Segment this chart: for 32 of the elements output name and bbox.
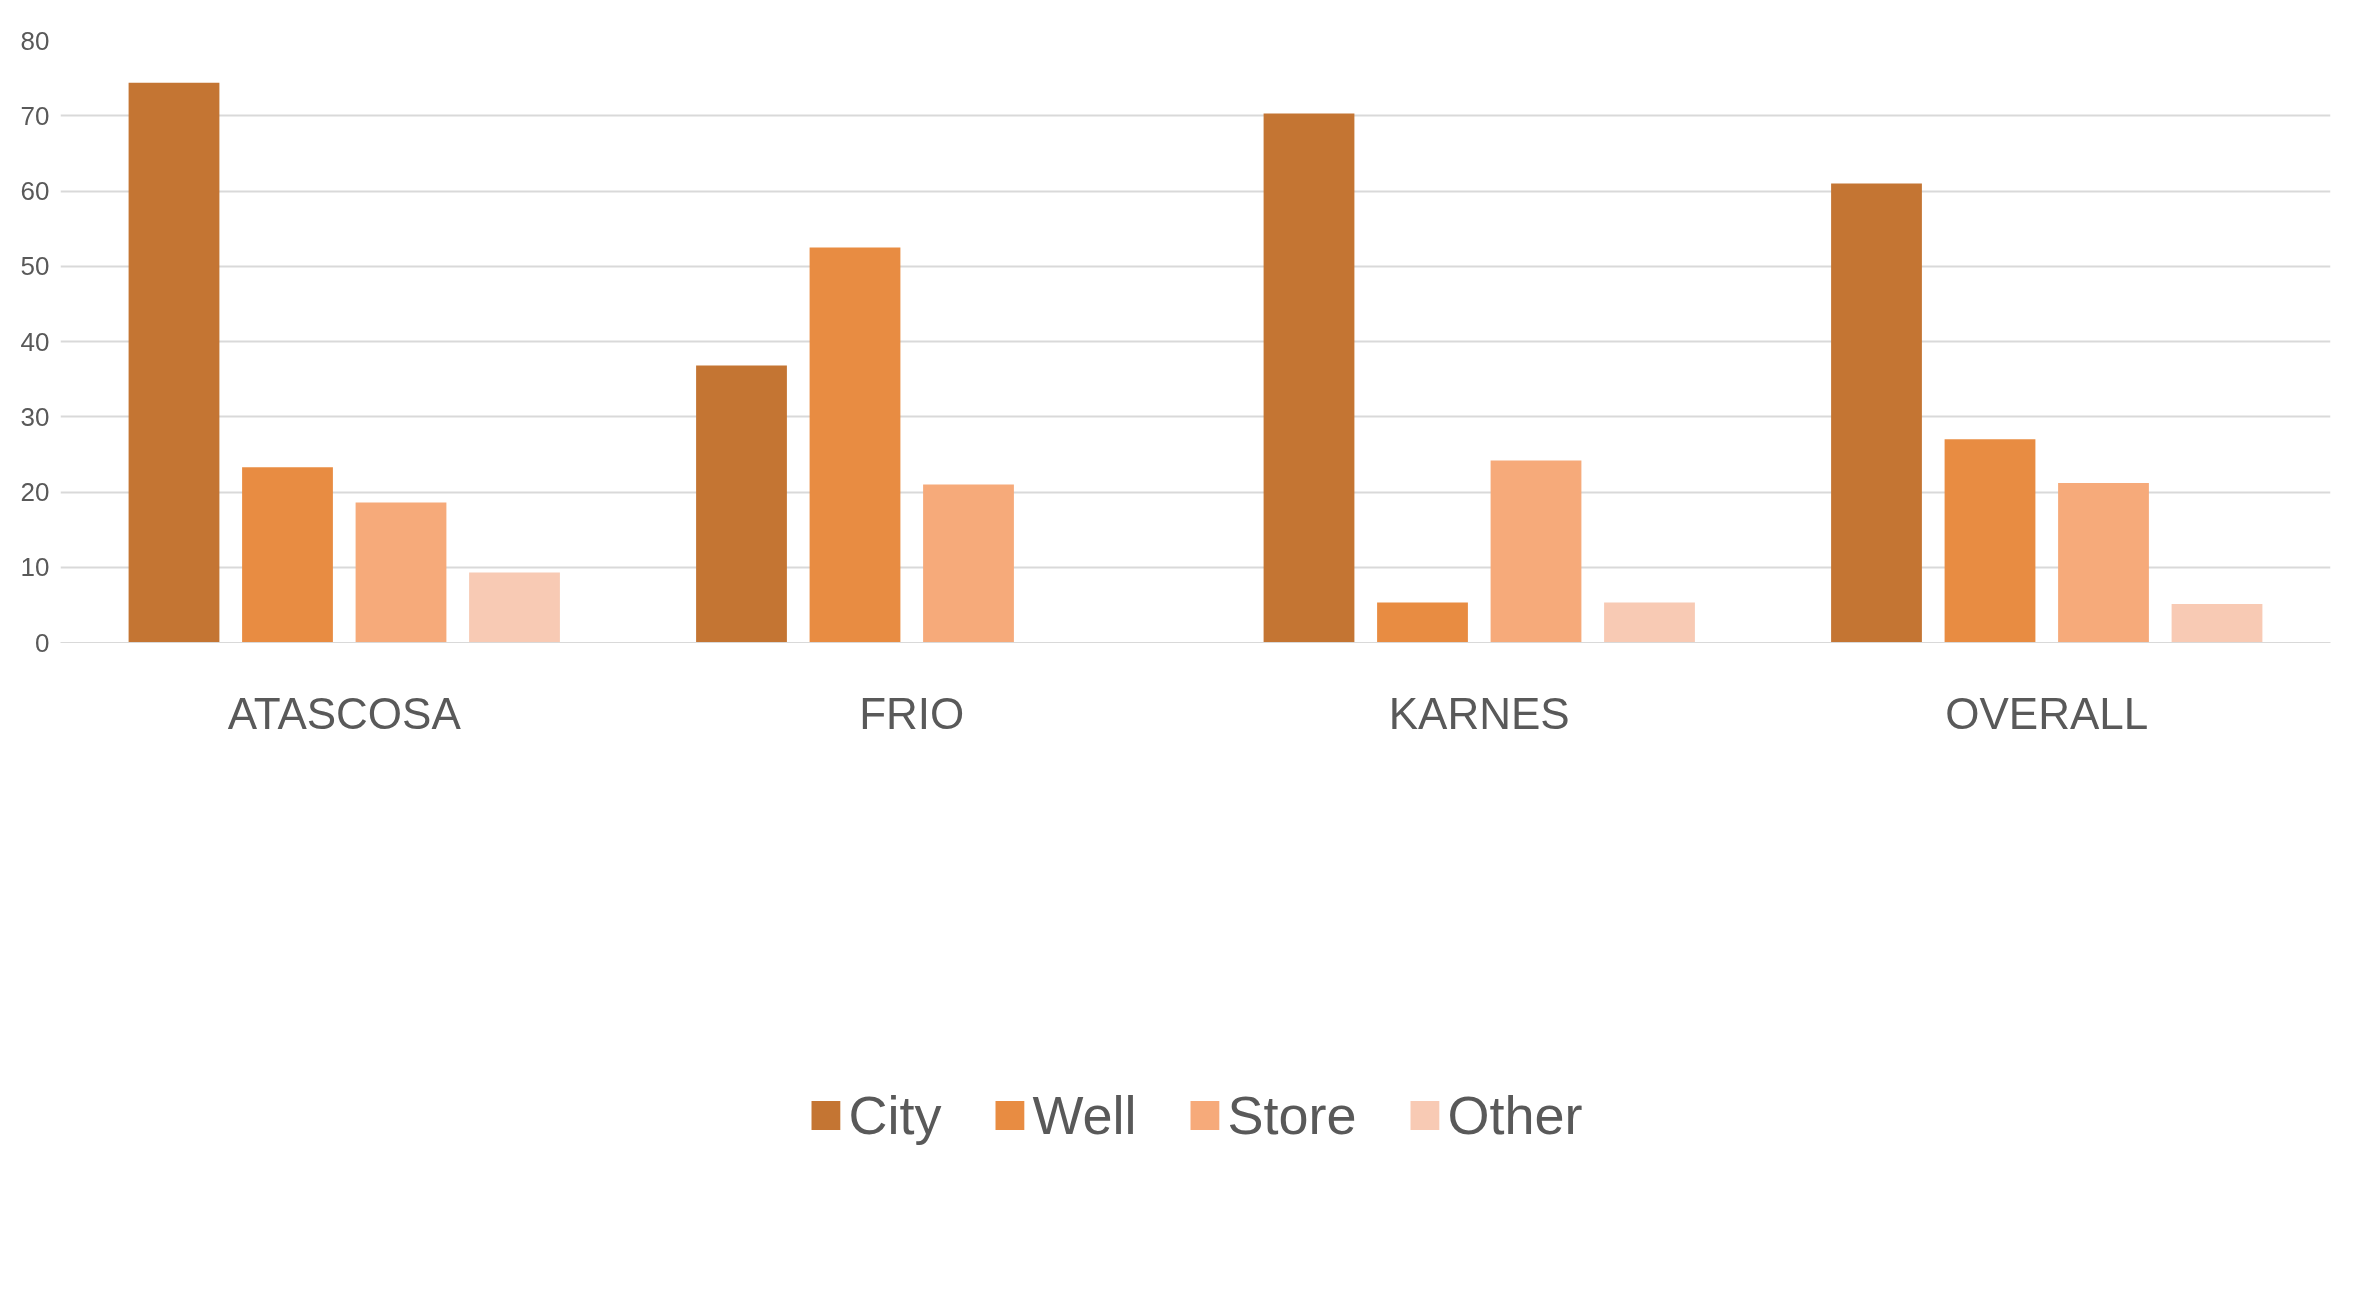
x-tick-label: ATASCOSA <box>227 688 462 738</box>
legend-label: Store <box>1227 1083 1357 1146</box>
x-tick-label: KARNES <box>1388 688 1570 738</box>
y-tick-label: 20 <box>20 477 50 507</box>
x-tick-label: FRIO <box>859 688 965 738</box>
bar <box>809 247 901 643</box>
y-tick-label: 80 <box>20 25 50 56</box>
y-tick-label: 60 <box>20 176 50 206</box>
y-tick-label: 40 <box>20 326 50 357</box>
bar <box>1604 602 1695 643</box>
bar <box>923 484 1014 643</box>
bar <box>1944 439 2036 643</box>
bar <box>242 467 333 643</box>
bar <box>1831 183 1922 643</box>
bar <box>2058 482 2149 643</box>
bar <box>1377 602 1468 643</box>
y-tick-label: 10 <box>20 552 50 583</box>
bar <box>469 572 560 643</box>
bar <box>2171 604 2263 643</box>
legend-label: Other <box>1447 1083 1583 1146</box>
bar <box>696 365 787 643</box>
y-tick-label: 70 <box>20 100 50 131</box>
legend-label: City <box>848 1083 942 1146</box>
x-tick-label: OVERALL <box>1945 688 2149 738</box>
bar <box>1490 460 1582 643</box>
bar <box>128 82 220 643</box>
bar <box>355 502 447 643</box>
legend-label: Well <box>1032 1083 1137 1146</box>
y-tick-label: 0 <box>35 627 50 658</box>
bar <box>1263 113 1355 643</box>
y-tick-label: 30 <box>20 401 50 432</box>
y-tick-label: 50 <box>20 251 50 282</box>
